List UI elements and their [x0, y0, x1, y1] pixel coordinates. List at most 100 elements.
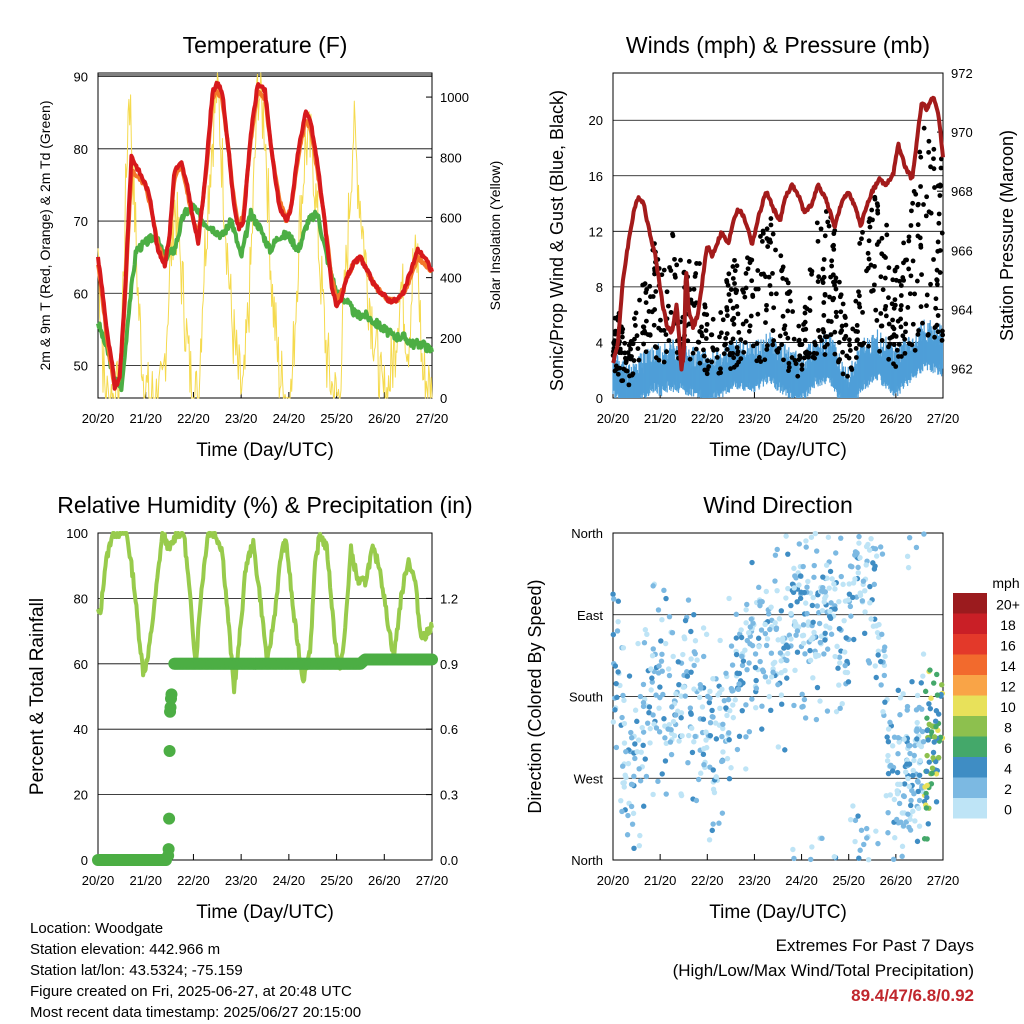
direction-point	[805, 619, 812, 625]
direction-point	[637, 832, 643, 839]
gust-point	[891, 332, 897, 338]
extremes-subtitle: (High/Low/Max Wind/Total Precipitation)	[672, 961, 974, 980]
x-tick-label-3: 24/20	[273, 873, 306, 888]
y-tick-label-2: 12	[589, 224, 603, 239]
direction-point	[924, 794, 930, 801]
gust-point	[883, 313, 889, 319]
direction-point	[928, 781, 935, 787]
direction-point	[755, 635, 762, 641]
x-tick-label-4: 22/20	[691, 873, 724, 888]
direction-point	[811, 629, 817, 636]
gust-point	[898, 307, 904, 313]
direction-point	[927, 705, 934, 712]
gust-point	[917, 149, 923, 155]
gust-point	[853, 298, 859, 304]
direction-point	[669, 704, 675, 710]
direction-point	[726, 730, 732, 736]
direction-point	[723, 705, 729, 711]
gust-point	[672, 274, 678, 280]
direction-point	[855, 570, 861, 576]
gust-point	[831, 242, 836, 248]
direction-point	[636, 766, 642, 772]
gust-point	[881, 253, 887, 259]
x-tick-label-3: 20/20	[82, 873, 115, 888]
direction-point	[765, 679, 772, 685]
gust-point	[626, 382, 632, 388]
direction-point	[773, 626, 779, 633]
gust-point	[632, 336, 637, 342]
gust-point	[873, 307, 879, 313]
gust-point	[768, 222, 774, 228]
gust-point	[802, 310, 808, 316]
gust-point	[747, 257, 753, 262]
direction-point	[749, 696, 755, 702]
direction-point	[767, 626, 773, 633]
direction-point	[717, 637, 723, 644]
direction-point	[688, 711, 694, 717]
direction-point	[644, 720, 651, 726]
direction-point	[621, 697, 627, 704]
direction-point	[691, 611, 697, 618]
direction-point	[707, 695, 713, 701]
gust-point	[834, 314, 839, 319]
gust-point	[792, 357, 798, 363]
direction-point	[719, 733, 725, 740]
gust-point	[764, 347, 770, 352]
direction-point	[658, 638, 664, 644]
direction-point	[894, 788, 900, 794]
gust-point	[876, 239, 882, 245]
direction-point	[879, 631, 885, 638]
direction-point	[814, 603, 821, 609]
direction-point	[934, 671, 940, 678]
direction-point	[778, 608, 785, 614]
y2-tick-label-2: 964	[951, 302, 973, 317]
direction-point	[701, 762, 707, 768]
gust-point	[916, 328, 922, 333]
gust-point	[661, 359, 667, 365]
direction-point	[801, 696, 808, 703]
direction-point	[873, 553, 880, 559]
gust-point	[924, 303, 929, 309]
direction-point	[739, 653, 745, 660]
direction-point	[625, 812, 631, 819]
gust-point	[631, 358, 637, 363]
direction-point	[710, 786, 717, 793]
gust-point	[779, 267, 785, 273]
direction-point	[753, 704, 759, 711]
gust-point	[903, 321, 909, 327]
direction-point	[810, 675, 816, 681]
gust-point	[709, 359, 715, 365]
gust-point	[643, 290, 649, 295]
precip-point	[162, 843, 175, 856]
direction-point	[726, 595, 732, 602]
gust-point	[728, 287, 734, 292]
gust-point	[762, 357, 768, 363]
direction-point	[791, 855, 797, 862]
y-axis-label-4: Direction (Colored By Speed)	[525, 579, 545, 813]
direction-point	[772, 552, 779, 558]
gust-point	[731, 315, 737, 321]
direction-point	[933, 758, 939, 765]
direction-point	[822, 637, 828, 643]
direction-point	[655, 607, 662, 613]
gust-point	[732, 281, 737, 286]
direction-point	[887, 792, 894, 798]
direction-point	[840, 581, 846, 588]
direction-point	[904, 707, 910, 713]
gust-point	[743, 318, 749, 324]
direction-point	[774, 546, 780, 553]
direction-point	[823, 623, 829, 629]
direction-point	[610, 631, 617, 638]
gust-point	[734, 263, 740, 269]
gust-point	[901, 240, 907, 246]
gust-point	[938, 156, 944, 162]
gust-point	[727, 352, 733, 358]
direction-point	[881, 672, 888, 679]
direction-point	[851, 636, 857, 643]
direction-point	[696, 694, 703, 701]
gust-point	[847, 348, 853, 353]
direction-point	[939, 682, 945, 688]
direction-point	[649, 679, 655, 685]
direction-point	[931, 739, 937, 745]
gust-point	[611, 340, 617, 346]
